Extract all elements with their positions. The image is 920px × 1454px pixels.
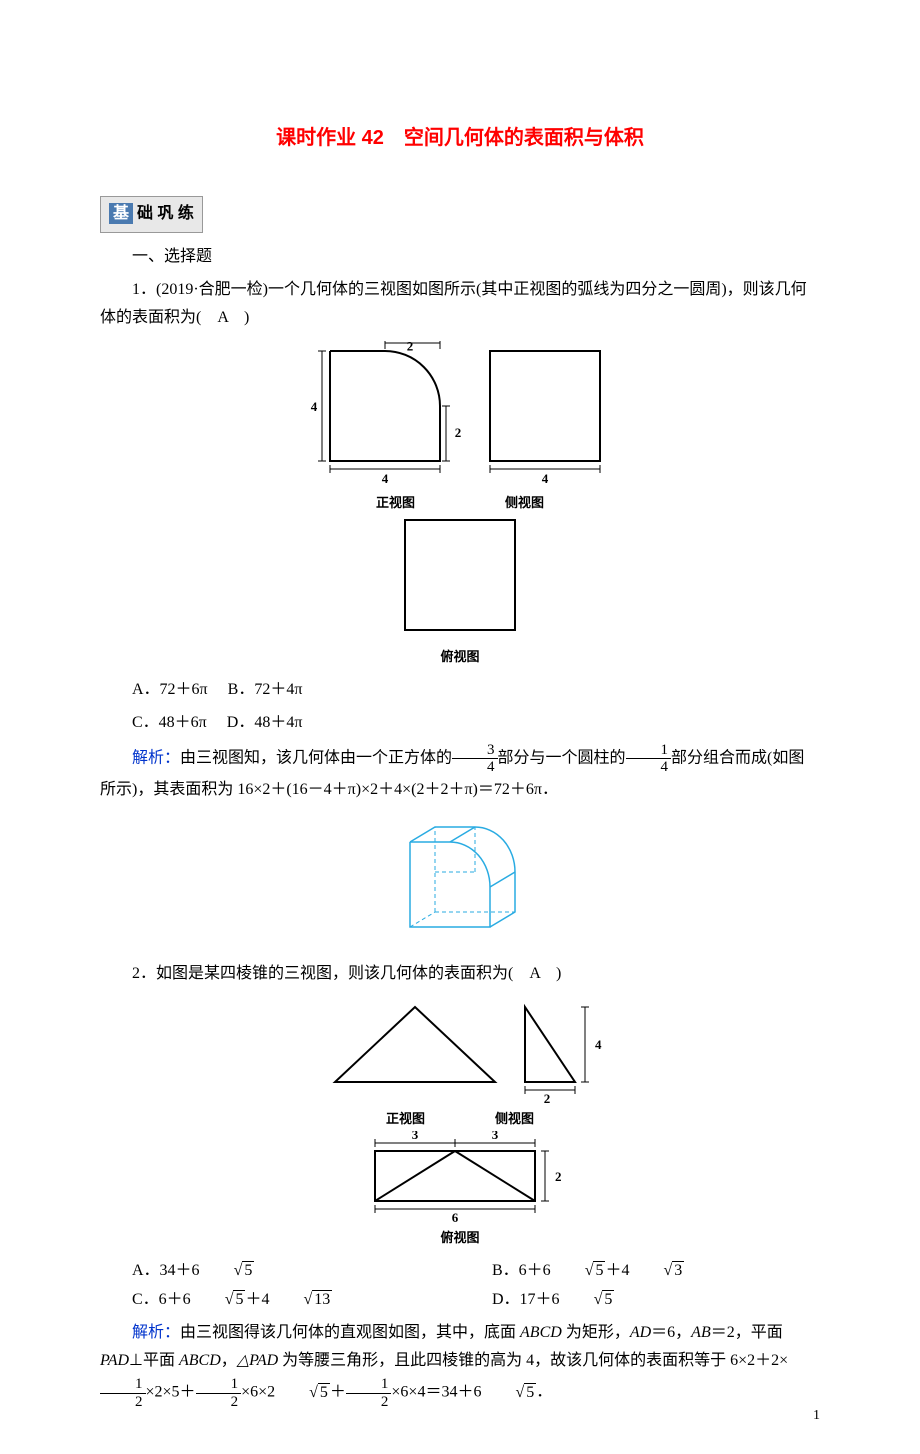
q2-top-caption: 俯视图 [100, 1226, 820, 1249]
q1-opt-c: C．48＋6π [132, 714, 207, 731]
q2-opt-c: C．6＋65＋413 [100, 1286, 460, 1315]
section-badge-row: 基础 巩 练 [100, 196, 820, 233]
frac-half-3: 12 [346, 1376, 392, 1410]
svg-text:6: 6 [452, 1210, 459, 1225]
q1-top-caption: 俯视图 [100, 645, 820, 668]
q1-opt-a: A．72＋6π [132, 681, 208, 698]
page-number: 1 [813, 1408, 820, 1424]
q2-views: 4 2 正视图 侧视图 3 3 6 2 俯视图 [100, 997, 820, 1249]
q1-opt-b: B．72＋4π [228, 681, 303, 698]
q1-isometric [100, 812, 820, 952]
svg-text:2: 2 [407, 341, 414, 354]
q1-analysis: 解析：由三视图知，该几何体由一个正方体的34部分与一个圆柱的14部分组合而成(如… [100, 742, 820, 805]
q1-side-caption: 侧视图 [505, 491, 544, 514]
frac-half-2: 12 [196, 1376, 242, 1410]
page-container: 课时作业 42 空间几何体的表面积与体积 基础 巩 练 一、选择题 1．(201… [0, 0, 920, 1454]
frac-half-1: 12 [100, 1376, 146, 1410]
svg-text:2: 2 [455, 425, 462, 440]
q2-front-caption: 正视图 [386, 1107, 425, 1130]
q2-opt-a: A．34＋65 [100, 1257, 460, 1286]
q2-top-view-svg: 3 3 6 2 [355, 1131, 565, 1226]
section-heading: 一、选择题 [100, 243, 820, 272]
q1-front-caption: 正视图 [376, 491, 415, 514]
q1-views-svg-1: 2 2 4 4 4 [310, 341, 610, 491]
q1-top-view-svg [395, 515, 525, 645]
q1-views-top-row: 2 2 4 4 4 正视图 侧视图 俯视图 [100, 341, 820, 668]
svg-text:4: 4 [311, 399, 318, 414]
q1-options-row1: A．72＋6π B．72＋4π [100, 676, 820, 705]
frac-3-4: 34 [452, 742, 498, 776]
q1-options-row2: C．48＋6π D．48＋4π [100, 709, 820, 738]
svg-text:4: 4 [542, 471, 549, 486]
q1-ans-label: 解析： [132, 749, 180, 766]
svg-text:4: 4 [382, 471, 389, 486]
q1-iso-svg [380, 812, 540, 952]
q1-stem: 1．(2019·合肥一检)一个几何体的三视图如图所示(其中正视图的弧线为四分之一… [100, 276, 820, 334]
svg-text:2: 2 [544, 1091, 551, 1106]
q2-side-caption: 侧视图 [495, 1107, 534, 1130]
frac-1-4: 14 [626, 742, 672, 776]
q1-opt-d: D．48＋4π [227, 714, 303, 731]
q2-stem: 2．如图是某四棱锥的三视图，则该几何体的表面积为( A ) [100, 960, 820, 989]
badge-highlight: 基 [109, 203, 133, 224]
q2-opt-b: B．6＋65＋43 [460, 1257, 820, 1286]
q2-views-svg-1: 4 2 [315, 997, 605, 1107]
page-title: 课时作业 42 空间几何体的表面积与体积 [100, 120, 820, 156]
svg-text:2: 2 [555, 1169, 562, 1184]
badge-rest: 础 巩 练 [137, 205, 194, 222]
q2-ans-label: 解析： [132, 1324, 180, 1341]
q1-ans-b: 部分与一个圆柱的 [498, 749, 626, 766]
q2-analysis: 解析：由三视图得该几何体的直观图如图，其中，底面 ABCD 为矩形，AD＝6，A… [100, 1319, 820, 1411]
svg-text:3: 3 [492, 1131, 499, 1142]
section-badge: 基础 巩 练 [100, 196, 203, 233]
svg-text:3: 3 [412, 1131, 419, 1142]
q2-options: A．34＋65 B．6＋65＋43 C．6＋65＋413 D．17＋65 [100, 1257, 820, 1315]
q1-ans-a: 由三视图知，该几何体由一个正方体的 [180, 749, 452, 766]
svg-text:4: 4 [595, 1037, 602, 1052]
q2-opt-d: D．17＋65 [460, 1286, 820, 1315]
